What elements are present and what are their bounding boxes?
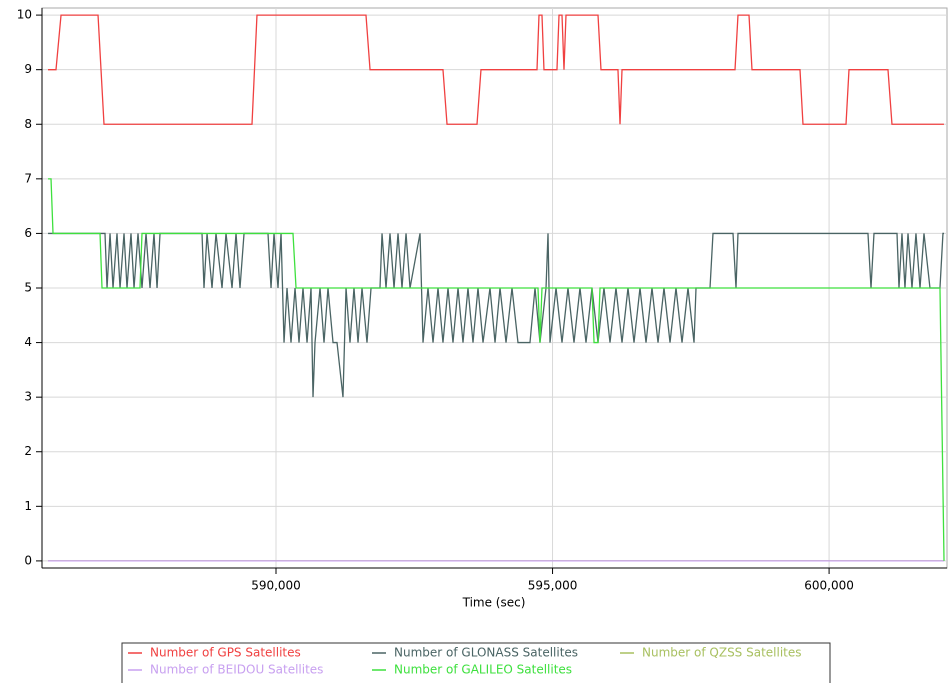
- y-tick-label: 6: [24, 226, 32, 240]
- y-tick-label: 1: [24, 499, 32, 513]
- x-axis-label: Time (sec): [462, 596, 526, 610]
- series-line: [48, 178, 945, 561]
- legend-label: Number of GLONASS Satellites: [394, 646, 578, 660]
- legend-box: [121, 642, 831, 683]
- y-tick-label: 4: [24, 335, 32, 349]
- x-tick-label: 590,000: [251, 579, 301, 593]
- y-tick-label: 9: [24, 62, 32, 76]
- y-tick-label: 2: [24, 444, 32, 458]
- y-tick-label: 8: [24, 117, 32, 131]
- y-tick-label: 7: [24, 171, 32, 185]
- y-tick-label: 5: [24, 281, 32, 295]
- y-tick-label: 10: [17, 8, 32, 22]
- x-tick-label: 595,000: [528, 579, 578, 593]
- x-tick-label: 600,000: [804, 579, 854, 593]
- legend-label: Number of GALILEO Satellites: [394, 663, 572, 677]
- y-tick-label: 3: [24, 390, 32, 404]
- y-tick-label: 0: [24, 553, 32, 567]
- series-line: [48, 14, 944, 125]
- legend-label: Number of QZSS Satellites: [642, 646, 802, 660]
- legend-label: Number of BEIDOU Satellites: [150, 663, 323, 677]
- legend-label: Number of GPS Satellites: [150, 646, 301, 660]
- series-line: [48, 232, 945, 398]
